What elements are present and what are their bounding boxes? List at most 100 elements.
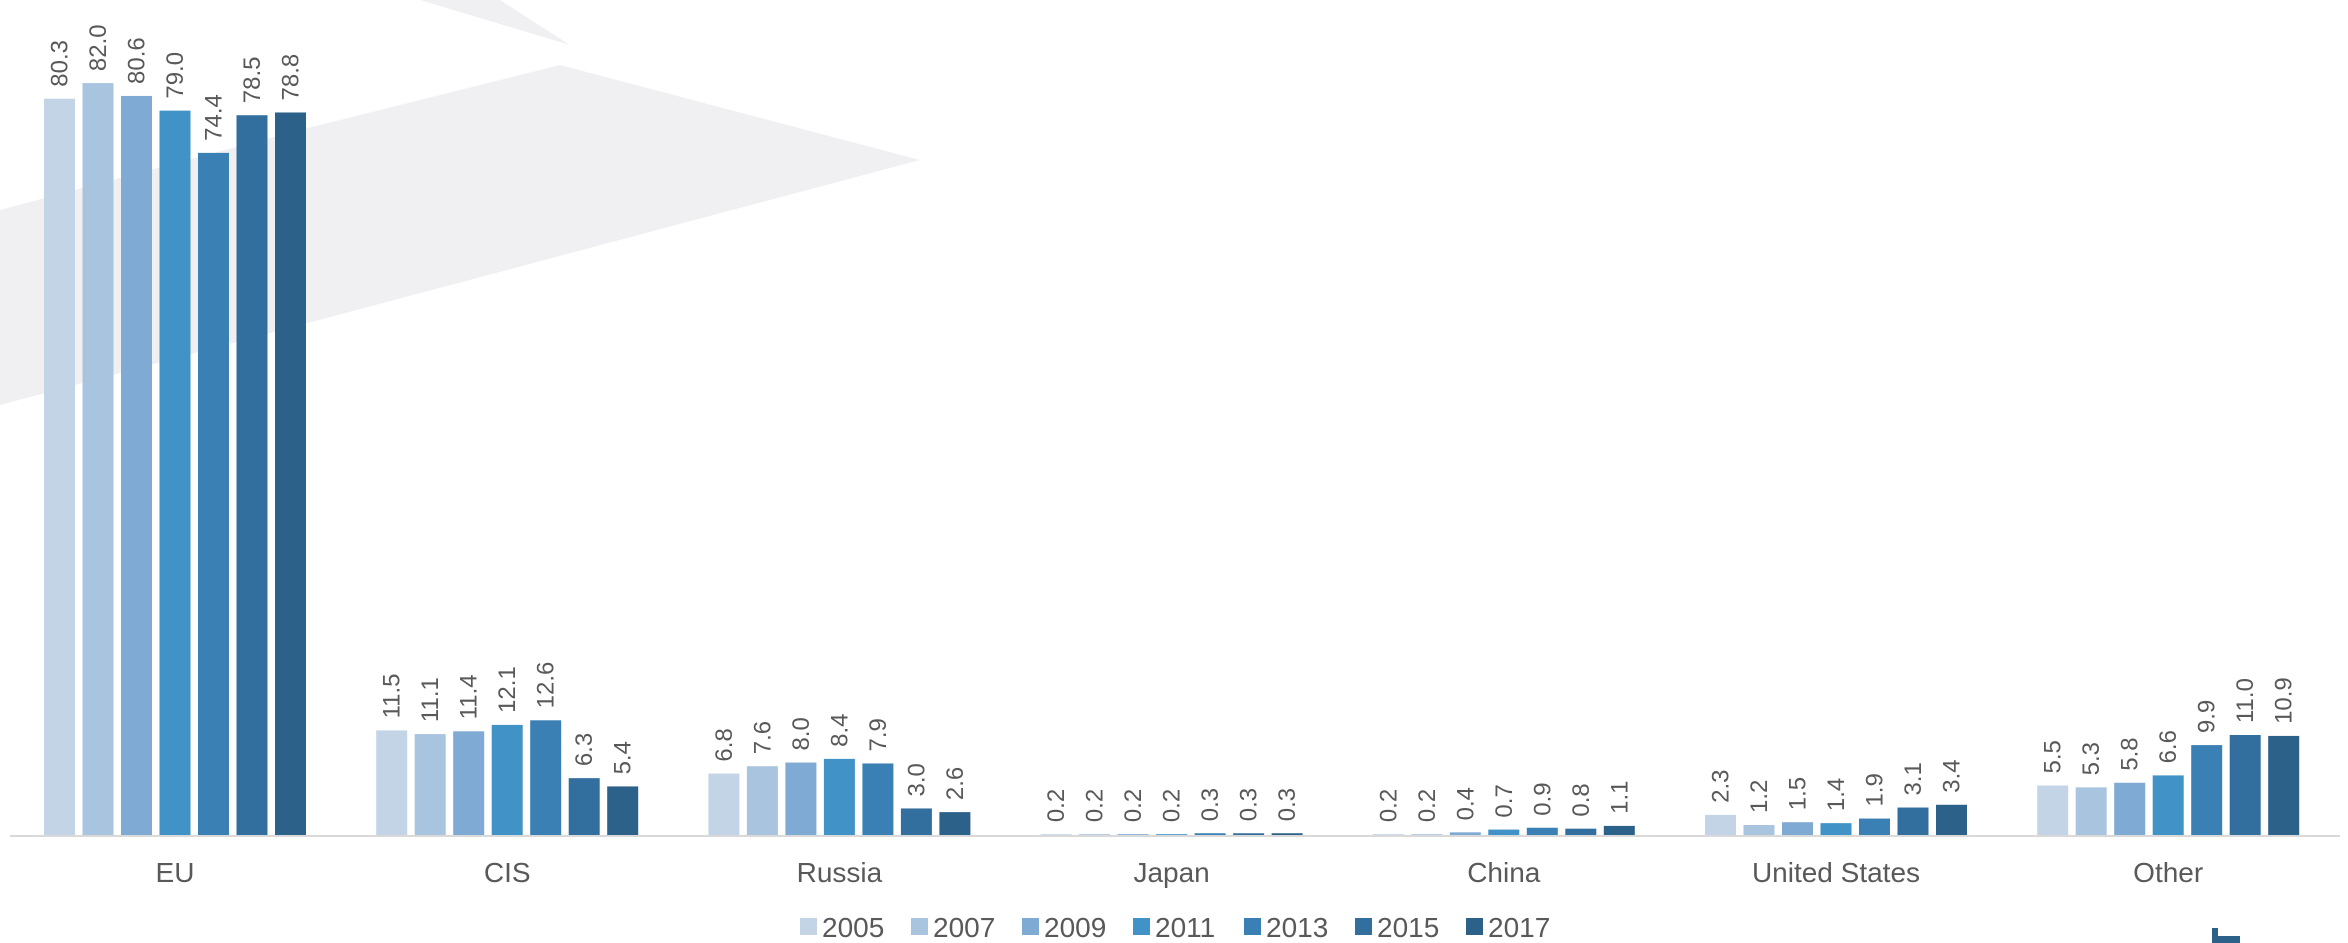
data-label-eu-2017: 78.8 — [278, 54, 305, 101]
bar-eu-2015 — [236, 115, 268, 836]
data-label-japan-2011: 0.2 — [1159, 789, 1186, 822]
bar-china-2009 — [1449, 832, 1481, 836]
bar-other-2015 — [2229, 735, 2261, 836]
bar-united-states-2017 — [1936, 804, 1967, 836]
bar-cis-2013 — [530, 720, 562, 836]
bar-eu-2005 — [44, 98, 75, 836]
data-label-eu-2015: 78.5 — [239, 57, 266, 104]
bar-japan-2015 — [1233, 833, 1265, 836]
legend-swatch-2017 — [1466, 918, 1483, 935]
bar-china-2011 — [1488, 829, 1520, 836]
legend-swatch-2011 — [1133, 918, 1150, 935]
category-label-united-states: United States — [1752, 857, 1920, 888]
category-label-other: Other — [2133, 857, 2203, 888]
data-label-united-states-2007: 1.2 — [1746, 780, 1773, 813]
legend-swatch-2005 — [800, 918, 817, 935]
data-label-japan-2017: 0.3 — [1274, 788, 1301, 821]
data-label-united-states-2005: 2.3 — [1708, 770, 1735, 803]
bar-cis-2017 — [607, 786, 639, 836]
data-label-cis-2007: 11.1 — [417, 677, 444, 722]
data-label-russia-2017: 2.6 — [942, 767, 969, 800]
bar-russia-2017 — [939, 812, 971, 836]
data-label-cis-2015: 6.3 — [571, 733, 598, 766]
data-label-japan-2007: 0.2 — [1082, 789, 1109, 822]
legend-label-2005: 2005 — [822, 912, 884, 943]
data-label-cis-2013: 12.6 — [533, 662, 560, 709]
category-label-japan: Japan — [1133, 857, 1209, 888]
legend-label-2015: 2015 — [1377, 912, 1439, 943]
data-label-china-2007: 0.2 — [1414, 789, 1441, 822]
data-label-united-states-2009: 1.5 — [1785, 777, 1812, 810]
bar-china-2017 — [1603, 825, 1635, 836]
legend-label-2009: 2009 — [1044, 912, 1106, 943]
bar-cis-2015 — [568, 778, 600, 836]
bar-russia-2009 — [785, 762, 817, 836]
data-label-cis-2011: 12.1 — [494, 666, 521, 713]
background-decoration — [0, 0, 920, 405]
data-label-united-states-2017: 3.4 — [1939, 759, 1966, 792]
category-label-cis: CIS — [484, 857, 531, 888]
bar-russia-2011 — [823, 758, 855, 836]
bar-other-2009 — [2114, 782, 2146, 836]
data-label-other-2009: 5.8 — [2117, 737, 2144, 770]
category-label-russia: Russia — [797, 857, 883, 888]
bar-other-2017 — [2268, 735, 2300, 836]
bar-cis-2009 — [453, 731, 485, 836]
bar-cis-2007 — [414, 734, 446, 836]
category-labels-group: EU CIS Russia Japan China United States Other — [156, 857, 2204, 888]
data-label-russia-2009: 8.0 — [788, 717, 815, 750]
data-labels-group: 80.3 82.0 80.6 79.0 74.4 78.5 78.8 11.5 11.1 11.4… — [47, 24, 2298, 822]
logo-mark — [2212, 928, 2240, 943]
data-label-russia-2007: 7.6 — [749, 721, 776, 754]
data-label-china-2013: 0.9 — [1529, 782, 1556, 815]
bar-russia-2015 — [900, 808, 932, 836]
data-label-united-states-2011: 1.4 — [1823, 778, 1850, 811]
bar-united-states-2015 — [1897, 807, 1929, 836]
bar-china-2013 — [1526, 827, 1558, 836]
data-label-china-2011: 0.7 — [1491, 784, 1518, 817]
bars-group — [44, 83, 2300, 837]
data-label-cis-2017: 5.4 — [610, 741, 637, 774]
data-label-russia-2011: 8.4 — [826, 713, 853, 746]
bar-other-2013 — [2191, 745, 2223, 836]
data-label-china-2017: 1.1 — [1606, 781, 1633, 814]
bar-russia-2005 — [708, 773, 740, 836]
data-label-united-states-2013: 1.9 — [1862, 773, 1889, 806]
bar-other-2005 — [2037, 785, 2069, 836]
legend-label-2007: 2007 — [933, 912, 995, 943]
bar-other-2007 — [2075, 787, 2107, 836]
data-label-cis-2005: 11.5 — [379, 673, 406, 718]
data-label-eu-2005: 80.3 — [47, 40, 74, 87]
bar-united-states-2013 — [1859, 818, 1890, 836]
bar-united-states-2011 — [1820, 823, 1852, 836]
data-label-japan-2005: 0.2 — [1043, 789, 1070, 822]
legend-swatch-2009 — [1022, 918, 1039, 935]
data-label-cis-2009: 11.4 — [456, 674, 483, 719]
data-label-japan-2015: 0.3 — [1236, 788, 1263, 821]
data-label-japan-2009: 0.2 — [1120, 789, 1147, 822]
bar-eu-2017 — [275, 112, 306, 837]
legend-label-2013: 2013 — [1266, 912, 1328, 943]
bar-united-states-2009 — [1782, 822, 1813, 836]
bar-eu-2009 — [121, 95, 152, 837]
data-label-russia-2013: 7.9 — [865, 718, 892, 751]
legend-label-2011: 2011 — [1155, 912, 1215, 943]
legend-swatch-2007 — [911, 918, 928, 935]
data-label-eu-2011: 79.0 — [162, 52, 189, 99]
data-label-other-2015: 11.0 — [2232, 678, 2259, 723]
bar-united-states-2007 — [1743, 824, 1775, 836]
category-label-eu: EU — [156, 857, 195, 888]
bar-cis-2005 — [376, 730, 408, 836]
bar-china-2015 — [1565, 828, 1597, 836]
data-label-other-2007: 5.3 — [2078, 742, 2105, 775]
legend-swatch-2013 — [1244, 918, 1261, 935]
data-label-eu-2009: 80.6 — [124, 37, 151, 84]
bar-cis-2011 — [491, 724, 523, 836]
bar-eu-2011 — [159, 110, 191, 837]
legend-swatch-2015 — [1355, 918, 1372, 935]
bar-russia-2007 — [746, 766, 778, 836]
legend: 2005 2007 2009 2011 2013 2015 2017 — [800, 912, 1550, 943]
data-label-china-2005: 0.2 — [1375, 789, 1402, 822]
data-label-china-2009: 0.4 — [1452, 787, 1479, 820]
